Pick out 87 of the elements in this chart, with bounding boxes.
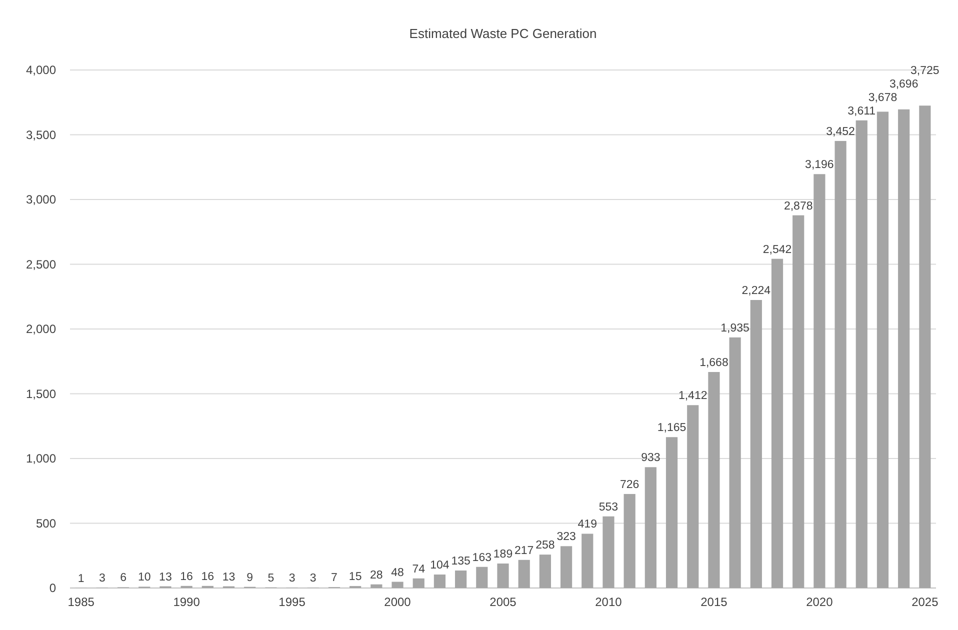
x-tick-label: 2020 [806, 595, 834, 609]
data-label: 3,696 [889, 78, 918, 90]
y-tick-label: 2,000 [26, 322, 56, 336]
bar [392, 582, 404, 588]
data-label: 15 [348, 571, 362, 584]
data-label: 13 [159, 571, 172, 584]
data-label: 10 [138, 572, 151, 584]
x-tick-label: 1995 [278, 595, 306, 609]
data-label: 28 [370, 569, 383, 582]
data-label: 5 [268, 572, 274, 584]
bar [624, 494, 636, 588]
data-label: 3,611 [848, 105, 876, 118]
data-label: 3 [288, 572, 296, 585]
bar [834, 140, 846, 588]
data-label: 16 [180, 570, 193, 583]
data-label: 553 [598, 501, 618, 514]
data-label: 3,452 [826, 126, 855, 138]
data-label: 135 [451, 556, 470, 568]
data-label: 6 [120, 572, 126, 584]
bar [919, 106, 931, 588]
bar [644, 467, 656, 588]
y-tick-label: 4,000 [26, 63, 56, 78]
data-label: 217 [514, 544, 534, 557]
data-label: 933 [641, 452, 660, 464]
bar [518, 560, 530, 588]
data-label: 189 [493, 548, 513, 561]
x-tick-label: 2000 [384, 595, 412, 609]
data-label: 163 [472, 552, 492, 564]
bar [876, 112, 889, 588]
bar [497, 564, 509, 588]
data-label: 3,196 [805, 159, 834, 172]
x-tick-label: 1990 [173, 595, 200, 609]
data-label: 726 [620, 478, 640, 491]
bar [582, 534, 594, 588]
data-label: 2,224 [742, 284, 772, 297]
data-label: 1,935 [720, 322, 750, 334]
bar [539, 554, 551, 588]
data-label: 7 [331, 572, 338, 584]
data-label: 16 [201, 570, 214, 583]
bar [708, 372, 720, 588]
data-label: 48 [391, 566, 404, 579]
bar [602, 516, 614, 588]
data-label: 1,412 [678, 390, 708, 402]
data-label: 74 [412, 563, 426, 576]
bar [412, 578, 424, 588]
bar [729, 337, 741, 588]
data-label: 2,878 [784, 200, 813, 212]
data-label: 258 [536, 540, 555, 552]
y-tick-label: 2,500 [26, 257, 56, 272]
y-tick-label: 500 [36, 516, 56, 530]
y-tick-label: 1,500 [26, 386, 56, 401]
x-tick-label: 1985 [68, 595, 95, 609]
x-tick-label: 2010 [595, 595, 622, 609]
bar [666, 437, 678, 588]
data-label: 419 [578, 518, 597, 531]
x-tick-label: 2005 [490, 595, 517, 609]
data-label: 1 [78, 572, 84, 585]
bar [856, 120, 868, 588]
data-label: 3 [310, 572, 316, 585]
y-tick-label: 3,500 [26, 128, 56, 142]
bar [687, 405, 699, 588]
bar [560, 546, 572, 588]
data-label: 3,678 [868, 92, 898, 104]
data-label: 1,668 [700, 356, 728, 369]
x-tick-label: 2015 [700, 595, 728, 609]
data-label: 9 [246, 572, 254, 584]
x-tick-label: 2025 [912, 595, 939, 609]
bar [771, 258, 784, 588]
bar [814, 174, 826, 588]
chart-title: Estimated Waste PC Generation [409, 26, 597, 41]
y-tick-label: 3,000 [26, 192, 56, 207]
bar [434, 574, 446, 588]
bar [898, 109, 910, 588]
data-label: 1,165 [657, 422, 686, 434]
data-label: 13 [222, 571, 236, 584]
y-tick-label: 0 [49, 581, 56, 596]
data-label: 323 [556, 531, 576, 544]
bar [455, 570, 467, 588]
bar [792, 215, 804, 588]
bar [370, 584, 382, 588]
data-label: 2,542 [762, 244, 792, 256]
data-label: 3 [98, 572, 106, 585]
y-tick-label: 1,000 [26, 452, 56, 466]
data-label: 3,725 [910, 64, 940, 77]
bar [476, 566, 488, 588]
data-label: 104 [430, 560, 450, 572]
bar [750, 300, 762, 588]
